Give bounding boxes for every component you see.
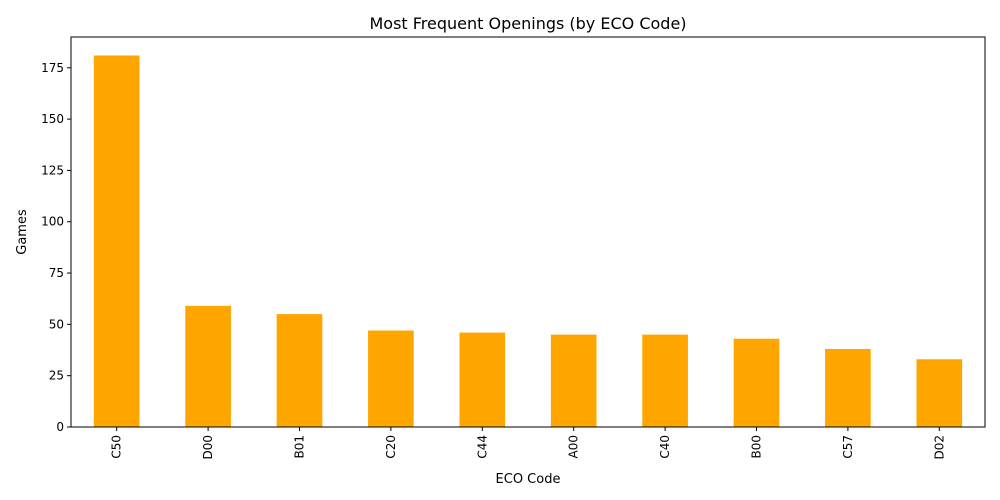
bar-d00 (185, 305, 231, 427)
x-tick-label: C57 (841, 435, 855, 459)
ticks-layer: C50 D00 B01 C20 C44 A00 C40 B00 C57 D02 0 25 50 75 100… (41, 61, 946, 460)
x-tick-label: C44 (475, 435, 489, 459)
x-tick-label: C20 (384, 435, 398, 459)
bar-c40 (642, 334, 688, 427)
x-tick-label: A00 (567, 435, 581, 458)
y-tick-label: 0 (56, 420, 64, 434)
bar-c50 (93, 55, 140, 427)
bar-b00 (733, 338, 780, 427)
bar-d02 (916, 359, 963, 427)
bar-b01 (276, 314, 323, 427)
x-tick-label: D00 (201, 435, 215, 460)
x-tick-label: D02 (932, 435, 946, 460)
x-tick-label: B01 (293, 435, 307, 459)
x-axis-label: ECO Code (496, 472, 561, 487)
y-tick-label: 150 (41, 112, 64, 126)
bar-c44 (459, 332, 506, 427)
y-tick-label: 125 (41, 163, 64, 177)
bar-a00 (550, 334, 597, 427)
bar-c57 (825, 349, 871, 427)
y-tick-label: 50 (49, 317, 64, 331)
axes-layer (70, 36, 986, 428)
y-tick-label: 100 (41, 215, 64, 229)
y-tick-label: 75 (49, 266, 64, 280)
y-tick-label: 175 (41, 61, 64, 75)
plot-frame (70, 36, 986, 428)
y-axis-label: Games (15, 209, 30, 255)
bars-layer (93, 55, 963, 427)
y-tick-label: 25 (49, 369, 64, 383)
x-tick-label: C50 (110, 435, 124, 459)
x-tick-label: B00 (750, 435, 764, 459)
x-tick-label: C40 (658, 435, 672, 459)
chart-title: Most Frequent Openings (by ECO Code) (369, 14, 686, 33)
bar-c20 (368, 330, 414, 427)
